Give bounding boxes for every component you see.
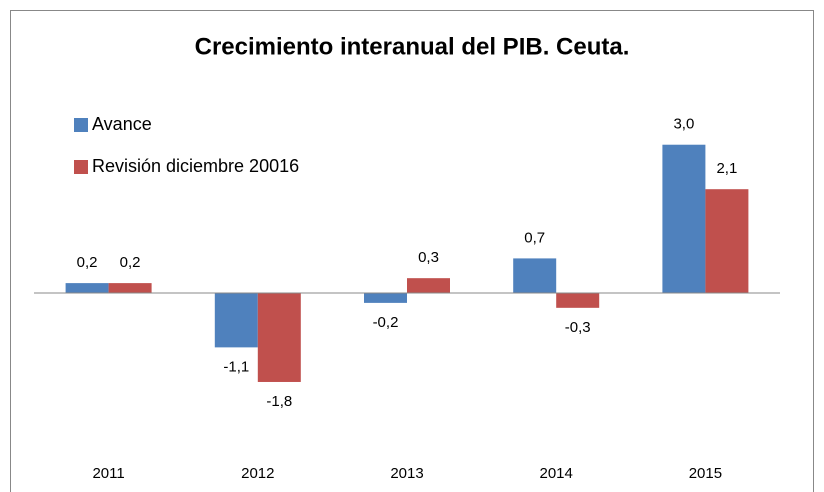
data-label: -0,3 bbox=[565, 319, 591, 336]
bar bbox=[364, 293, 407, 303]
bar bbox=[705, 189, 749, 293]
bar bbox=[513, 258, 557, 293]
data-label: 3,0 bbox=[673, 116, 694, 133]
bar bbox=[662, 144, 706, 293]
bar bbox=[556, 293, 600, 308]
chart-title: Crecimiento interanual del PIB. Ceuta. bbox=[195, 33, 630, 60]
legend-swatch bbox=[74, 160, 88, 174]
data-label: 0,2 bbox=[120, 254, 141, 271]
legend-label: Revisión diciembre 20016 bbox=[92, 156, 299, 176]
data-label: 0,2 bbox=[77, 254, 98, 271]
legend-swatch bbox=[74, 118, 88, 132]
data-label: 0,3 bbox=[418, 249, 439, 266]
x-tick-label: 2011 bbox=[92, 465, 124, 482]
bar bbox=[407, 278, 450, 293]
data-label: -0,2 bbox=[373, 314, 399, 331]
data-label: 0,7 bbox=[524, 229, 545, 246]
x-tick-label: 2015 bbox=[689, 465, 722, 482]
data-label: -1,8 bbox=[266, 393, 292, 410]
data-label: 2,1 bbox=[716, 160, 737, 177]
x-tick-label: 2012 bbox=[241, 465, 274, 482]
bar bbox=[108, 283, 152, 293]
x-tick-label: 2013 bbox=[390, 465, 423, 482]
x-tick-label: 2014 bbox=[540, 465, 573, 482]
bar bbox=[214, 293, 258, 348]
legend-label: Avance bbox=[92, 114, 152, 134]
data-label: -1,1 bbox=[223, 358, 249, 375]
bar bbox=[257, 293, 301, 382]
bar bbox=[65, 283, 109, 293]
